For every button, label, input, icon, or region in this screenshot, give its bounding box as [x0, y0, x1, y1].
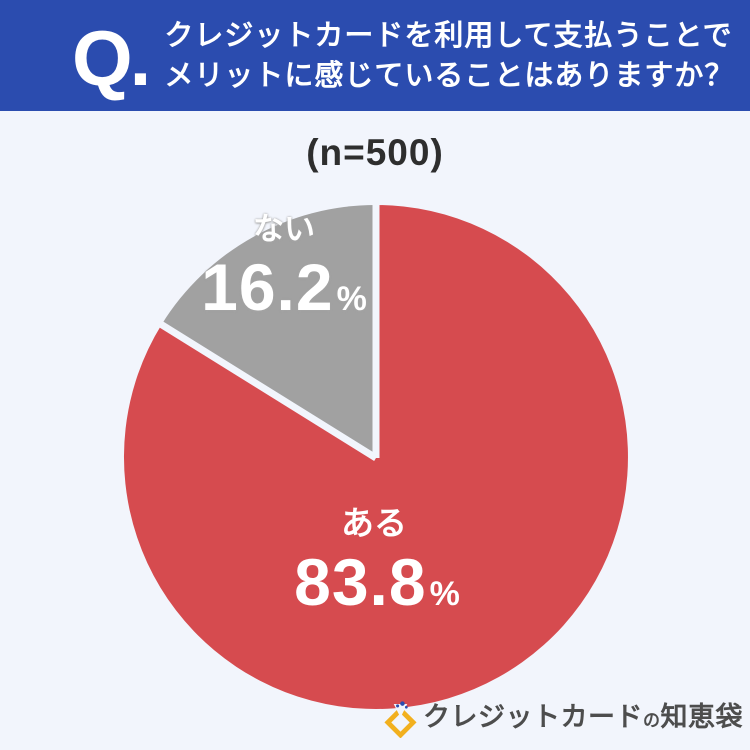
slice-value-aru: 83.8% — [294, 549, 460, 615]
question-line-1: クレジットカードを利用して支払うことで — [164, 19, 733, 52]
slice-value-nai: 16.2% — [201, 254, 367, 320]
question-text: クレジットカードを利用して支払うことで メリットに感じていることはありますか？ — [164, 16, 734, 96]
slice-value-nai-percent-sign: % — [336, 280, 367, 318]
q-mark: Q. — [72, 13, 151, 102]
slice-value-nai-number: 16.2 — [201, 250, 334, 324]
slice-label-aru: ある — [341, 504, 407, 542]
slice-value-aru-number: 83.8 — [294, 545, 427, 619]
diamond-sparkle-icon — [384, 700, 417, 738]
slice-separator — [155, 319, 378, 461]
logo-text-main: クレジットカード — [423, 702, 643, 732]
logo-text-particle: の — [643, 711, 661, 730]
question-header: Q. クレジットカードを利用して支払うことで メリットに感じていることはあります… — [0, 0, 750, 111]
logo-text-suffix: 知恵袋 — [660, 702, 743, 732]
question-line-2: メリットに感じていることはありますか？ — [164, 59, 735, 92]
sample-size-label: (n=500) — [306, 132, 444, 173]
pie-slice-1 — [161, 205, 376, 457]
site-logo-text: クレジットカードの知恵袋 — [423, 698, 743, 740]
slice-value-aru-percent-sign: % — [429, 575, 460, 613]
slice-label-nai: ない — [253, 211, 315, 247]
site-logo: クレジットカードの知恵袋 — [384, 700, 743, 738]
